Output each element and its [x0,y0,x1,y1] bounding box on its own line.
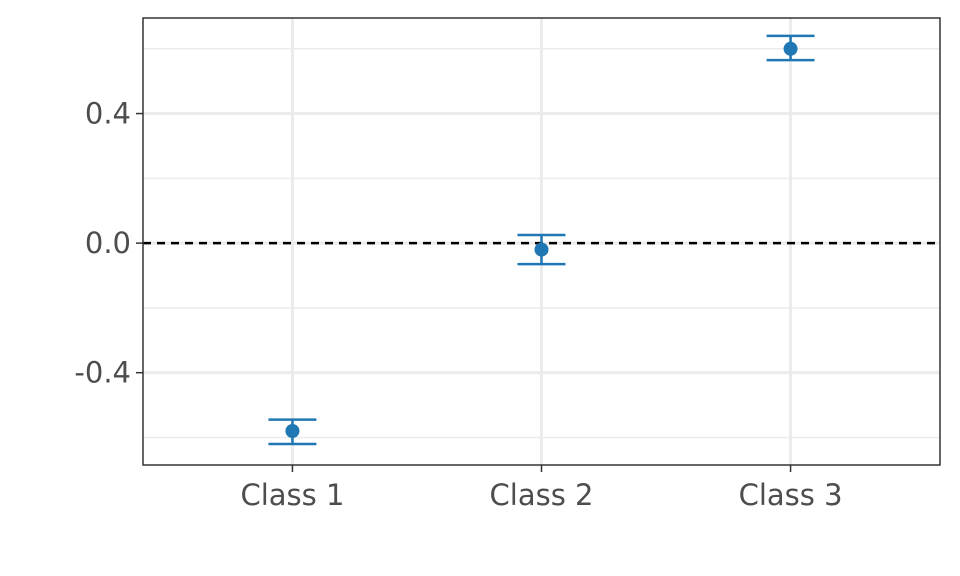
x-tick-label: Class 2 [490,478,594,512]
data-point [534,242,549,257]
x-tick-label: Class 3 [739,478,843,512]
y-tick-label: 0.0 [85,226,131,260]
data-layer [268,34,815,446]
x-tick-label: Class 1 [240,478,344,512]
x-axis: Class 1 Class 2 Class 3 [240,465,843,512]
data-point [285,423,300,438]
grid-layer [143,18,940,465]
data-point [783,41,798,56]
y-axis: -0.4 0.0 0.4 [74,97,143,390]
y-tick-label: -0.4 [74,356,131,390]
y-tick-label: 0.4 [85,97,131,131]
